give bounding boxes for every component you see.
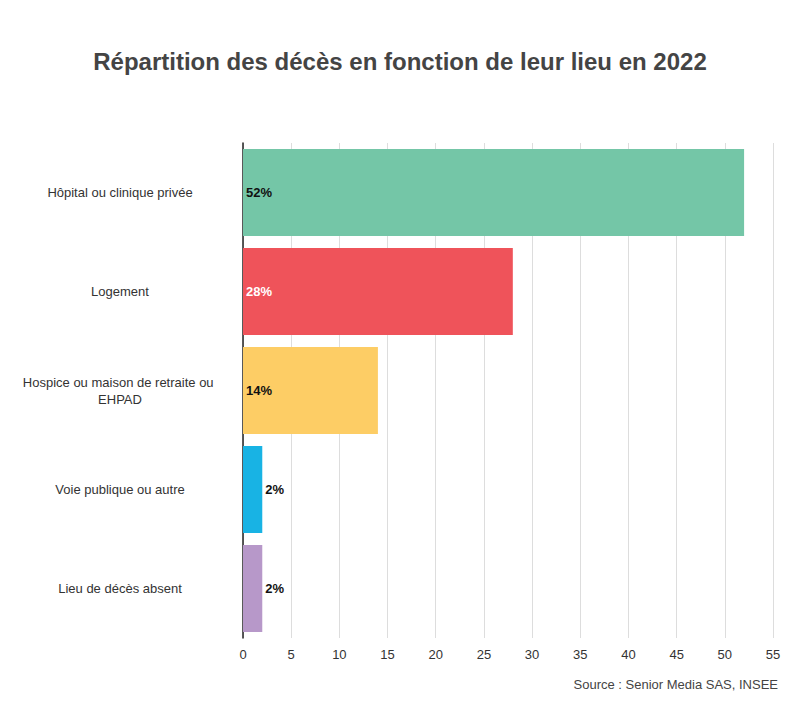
svg-text:2%: 2% (265, 482, 284, 497)
svg-text:Hôpital ou clinique privée: Hôpital ou clinique privée (47, 185, 192, 200)
svg-text:45: 45 (669, 647, 683, 662)
svg-text:55: 55 (766, 647, 780, 662)
svg-text:28%: 28% (246, 284, 272, 299)
svg-text:Logement: Logement (91, 284, 149, 299)
svg-text:10: 10 (332, 647, 346, 662)
svg-text:30: 30 (525, 647, 539, 662)
svg-text:Hospice ou maison de retraite: Hospice ou maison de retraite ou (23, 375, 217, 390)
svg-text:40: 40 (621, 647, 635, 662)
svg-text:50: 50 (718, 647, 732, 662)
svg-text:Source : Senior Media SAS, INS: Source : Senior Media SAS, INSEE (574, 677, 779, 692)
svg-text:EHPAD: EHPAD (98, 392, 142, 407)
svg-text:Répartition des décès en fonct: Répartition des décès en fonction de leu… (93, 48, 707, 75)
svg-text:2%: 2% (265, 581, 284, 596)
svg-text:25: 25 (477, 647, 491, 662)
svg-text:Lieu de décès absent: Lieu de décès absent (58, 581, 182, 596)
svg-text:52%: 52% (246, 185, 272, 200)
svg-text:20: 20 (428, 647, 442, 662)
svg-text:0: 0 (239, 647, 246, 662)
svg-text:35: 35 (573, 647, 587, 662)
svg-text:14%: 14% (246, 383, 272, 398)
svg-text:5: 5 (288, 647, 295, 662)
svg-text:Voie publique ou autre: Voie publique ou autre (55, 482, 184, 497)
svg-text:15: 15 (380, 647, 394, 662)
